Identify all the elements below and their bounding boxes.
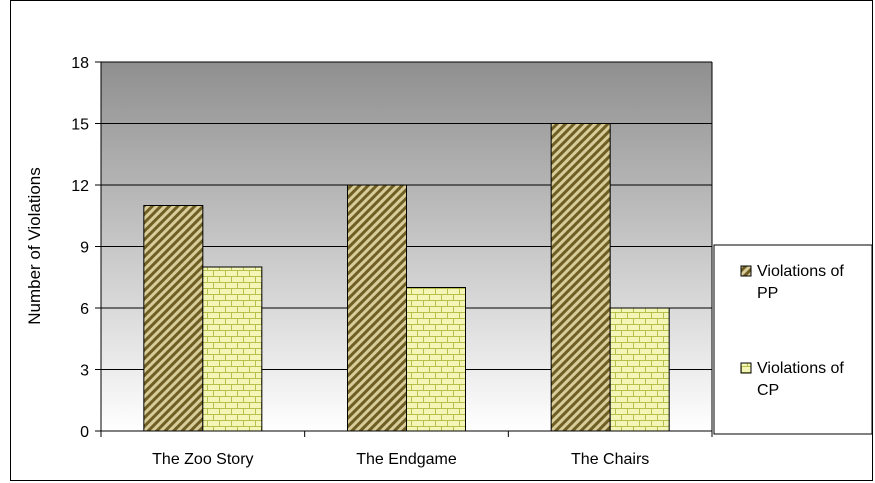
legend-swatch-2 [740,362,752,374]
y-tick-label: 15 [71,117,89,134]
y-tick-label: 18 [71,55,89,72]
x-tick-label: The Chairs [571,451,649,468]
x-tick-label: The Zoo Story [152,451,253,468]
y-tick-label: 3 [80,363,89,380]
x-tick-labels: The Zoo Story The Endgame The Chairs [152,451,649,468]
bar-series-1-2 [550,123,611,432]
y-tick-label: 0 [80,424,89,441]
bar-series-1-0 [143,205,204,432]
y-tick-label: 12 [71,178,89,195]
bar-series-2-0 [202,266,263,432]
legend: Violations of PP Violations of CP [713,244,873,435]
legend-label-1: PP [757,285,778,302]
legend-label-2: CP [757,382,779,399]
legend-swatch-1 [740,265,752,277]
y-axis-title: Number of Violations [25,167,44,325]
y-tick-label: 9 [80,240,89,257]
bar-series-1-1 [347,184,407,432]
bar-series-2-1 [406,287,466,432]
y-tick-label: 6 [80,301,89,318]
y-tick-labels: 0 3 6 9 12 15 18 [71,55,89,441]
legend-box [713,244,873,435]
legend-label-2: Violations of [757,360,844,377]
bars [143,123,670,432]
axes [95,61,713,437]
x-tick-label: The Endgame [356,451,457,468]
legend-label-1: Violations of [757,263,844,280]
bar-series-2-2 [609,307,670,432]
